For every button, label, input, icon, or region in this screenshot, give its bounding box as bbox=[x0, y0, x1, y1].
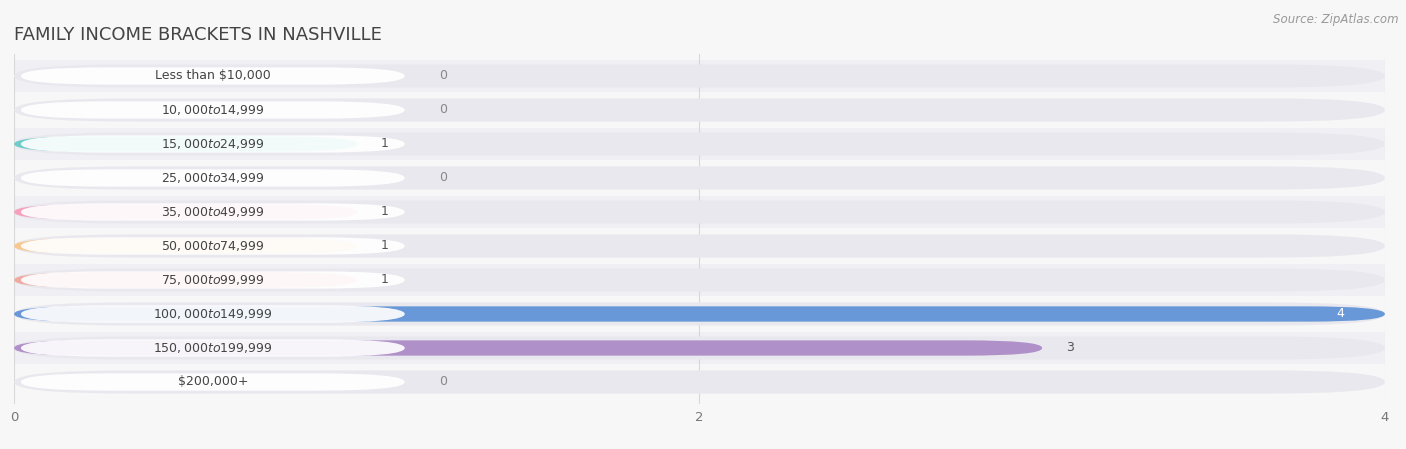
Text: $100,000 to $149,999: $100,000 to $149,999 bbox=[153, 307, 273, 321]
FancyBboxPatch shape bbox=[14, 196, 1385, 228]
Text: $15,000 to $24,999: $15,000 to $24,999 bbox=[162, 137, 264, 151]
FancyBboxPatch shape bbox=[14, 98, 1385, 122]
FancyBboxPatch shape bbox=[14, 234, 1385, 258]
FancyBboxPatch shape bbox=[21, 238, 405, 255]
FancyBboxPatch shape bbox=[14, 204, 357, 220]
FancyBboxPatch shape bbox=[14, 269, 1385, 291]
FancyBboxPatch shape bbox=[14, 306, 1385, 321]
FancyBboxPatch shape bbox=[14, 200, 1385, 224]
FancyBboxPatch shape bbox=[21, 305, 405, 323]
Text: 0: 0 bbox=[439, 103, 447, 116]
Text: Less than $10,000: Less than $10,000 bbox=[155, 70, 271, 83]
Text: 1: 1 bbox=[381, 273, 388, 286]
FancyBboxPatch shape bbox=[14, 332, 1385, 364]
FancyBboxPatch shape bbox=[21, 373, 405, 391]
FancyBboxPatch shape bbox=[14, 298, 1385, 330]
FancyBboxPatch shape bbox=[21, 169, 405, 187]
FancyBboxPatch shape bbox=[14, 136, 357, 152]
Text: 1: 1 bbox=[381, 137, 388, 150]
Text: 1: 1 bbox=[381, 239, 388, 252]
FancyBboxPatch shape bbox=[14, 303, 1385, 326]
FancyBboxPatch shape bbox=[14, 238, 357, 254]
Text: $200,000+: $200,000+ bbox=[177, 375, 247, 388]
FancyBboxPatch shape bbox=[14, 94, 1385, 126]
FancyBboxPatch shape bbox=[14, 230, 1385, 262]
Text: 4: 4 bbox=[1336, 308, 1344, 321]
FancyBboxPatch shape bbox=[21, 271, 405, 289]
FancyBboxPatch shape bbox=[14, 340, 1042, 356]
FancyBboxPatch shape bbox=[21, 101, 405, 119]
FancyBboxPatch shape bbox=[14, 366, 1385, 398]
Text: $10,000 to $14,999: $10,000 to $14,999 bbox=[162, 103, 264, 117]
FancyBboxPatch shape bbox=[14, 128, 1385, 160]
FancyBboxPatch shape bbox=[14, 264, 1385, 296]
Text: 0: 0 bbox=[439, 375, 447, 388]
FancyBboxPatch shape bbox=[21, 339, 405, 357]
Text: Source: ZipAtlas.com: Source: ZipAtlas.com bbox=[1274, 13, 1399, 26]
FancyBboxPatch shape bbox=[14, 370, 1385, 394]
Text: $50,000 to $74,999: $50,000 to $74,999 bbox=[162, 239, 264, 253]
FancyBboxPatch shape bbox=[21, 203, 405, 220]
FancyBboxPatch shape bbox=[14, 64, 1385, 88]
Text: 3: 3 bbox=[1066, 342, 1074, 355]
FancyBboxPatch shape bbox=[14, 336, 1385, 360]
FancyBboxPatch shape bbox=[21, 67, 405, 85]
FancyBboxPatch shape bbox=[21, 135, 405, 153]
Text: FAMILY INCOME BRACKETS IN NASHVILLE: FAMILY INCOME BRACKETS IN NASHVILLE bbox=[14, 26, 382, 44]
FancyBboxPatch shape bbox=[14, 60, 1385, 92]
Text: $75,000 to $99,999: $75,000 to $99,999 bbox=[162, 273, 264, 287]
Text: 1: 1 bbox=[381, 206, 388, 219]
Text: $35,000 to $49,999: $35,000 to $49,999 bbox=[162, 205, 264, 219]
FancyBboxPatch shape bbox=[14, 132, 1385, 155]
Text: 0: 0 bbox=[439, 70, 447, 83]
Text: $25,000 to $34,999: $25,000 to $34,999 bbox=[162, 171, 264, 185]
FancyBboxPatch shape bbox=[14, 162, 1385, 194]
Text: 0: 0 bbox=[439, 172, 447, 185]
FancyBboxPatch shape bbox=[14, 167, 1385, 189]
FancyBboxPatch shape bbox=[14, 273, 357, 288]
Text: $150,000 to $199,999: $150,000 to $199,999 bbox=[153, 341, 273, 355]
